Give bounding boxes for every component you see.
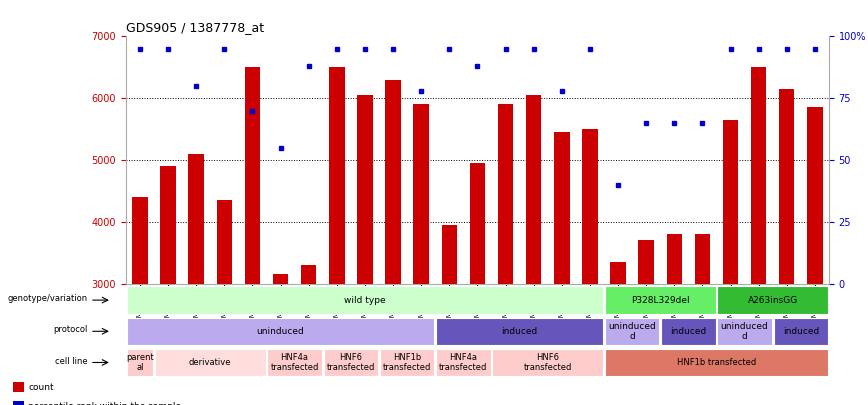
Bar xyxy=(188,154,204,284)
Text: derivative: derivative xyxy=(189,358,232,367)
Bar xyxy=(497,104,513,284)
Text: count: count xyxy=(28,383,54,392)
Text: uninduced
d: uninduced d xyxy=(720,322,768,341)
Bar xyxy=(807,107,823,284)
Bar xyxy=(723,120,739,284)
Bar xyxy=(442,225,457,283)
Text: protocol: protocol xyxy=(53,325,88,335)
Bar xyxy=(301,265,317,284)
Bar xyxy=(554,132,569,284)
Bar xyxy=(12,382,23,392)
Text: induced: induced xyxy=(783,327,819,336)
Bar xyxy=(526,95,542,284)
Bar xyxy=(155,349,266,376)
Bar xyxy=(329,67,345,283)
Text: induced: induced xyxy=(502,327,537,336)
Text: HNF6
transfected: HNF6 transfected xyxy=(326,353,375,372)
Bar xyxy=(127,286,603,314)
Bar xyxy=(717,286,828,314)
Bar xyxy=(751,67,766,283)
Text: parent
al: parent al xyxy=(126,353,154,372)
Bar xyxy=(717,318,772,345)
Text: cell line: cell line xyxy=(55,356,88,366)
Text: uninduced: uninduced xyxy=(257,327,305,336)
Text: HNF4a
transfected: HNF4a transfected xyxy=(439,353,488,372)
Bar xyxy=(779,89,794,284)
Text: HNF1b transfected: HNF1b transfected xyxy=(677,358,756,367)
Bar xyxy=(132,197,148,284)
Bar xyxy=(380,349,434,376)
Bar xyxy=(216,200,232,284)
Bar xyxy=(12,401,23,405)
Bar xyxy=(694,234,710,284)
Bar xyxy=(267,349,322,376)
Bar xyxy=(638,240,654,284)
Bar xyxy=(492,349,603,376)
Text: induced: induced xyxy=(670,327,707,336)
Bar xyxy=(385,80,401,283)
Text: HNF4a
transfected: HNF4a transfected xyxy=(271,353,319,372)
Bar xyxy=(470,163,485,284)
Bar xyxy=(605,349,828,376)
Bar xyxy=(773,318,828,345)
Text: GDS905 / 1387778_at: GDS905 / 1387778_at xyxy=(126,21,264,34)
Bar xyxy=(605,318,660,345)
Text: HNF6
transfected: HNF6 transfected xyxy=(523,353,572,372)
Bar xyxy=(127,349,153,376)
Bar xyxy=(413,104,429,284)
Bar xyxy=(436,349,490,376)
Text: P328L329del: P328L329del xyxy=(631,296,689,305)
Text: HNF1b
transfected: HNF1b transfected xyxy=(383,353,431,372)
Text: uninduced
d: uninduced d xyxy=(608,322,656,341)
Bar xyxy=(436,318,603,345)
Bar xyxy=(324,349,378,376)
Bar xyxy=(582,129,598,284)
Bar xyxy=(245,67,260,283)
Bar xyxy=(610,262,626,284)
Text: wild type: wild type xyxy=(344,296,385,305)
Text: A263insGG: A263insGG xyxy=(747,296,798,305)
Bar xyxy=(661,318,715,345)
Bar xyxy=(667,234,682,284)
Bar xyxy=(273,274,288,283)
Bar xyxy=(161,166,176,284)
Bar xyxy=(605,286,715,314)
Bar xyxy=(357,95,372,284)
Bar xyxy=(127,318,434,345)
Text: genotype/variation: genotype/variation xyxy=(7,294,88,303)
Text: percentile rank within the sample: percentile rank within the sample xyxy=(28,402,181,405)
